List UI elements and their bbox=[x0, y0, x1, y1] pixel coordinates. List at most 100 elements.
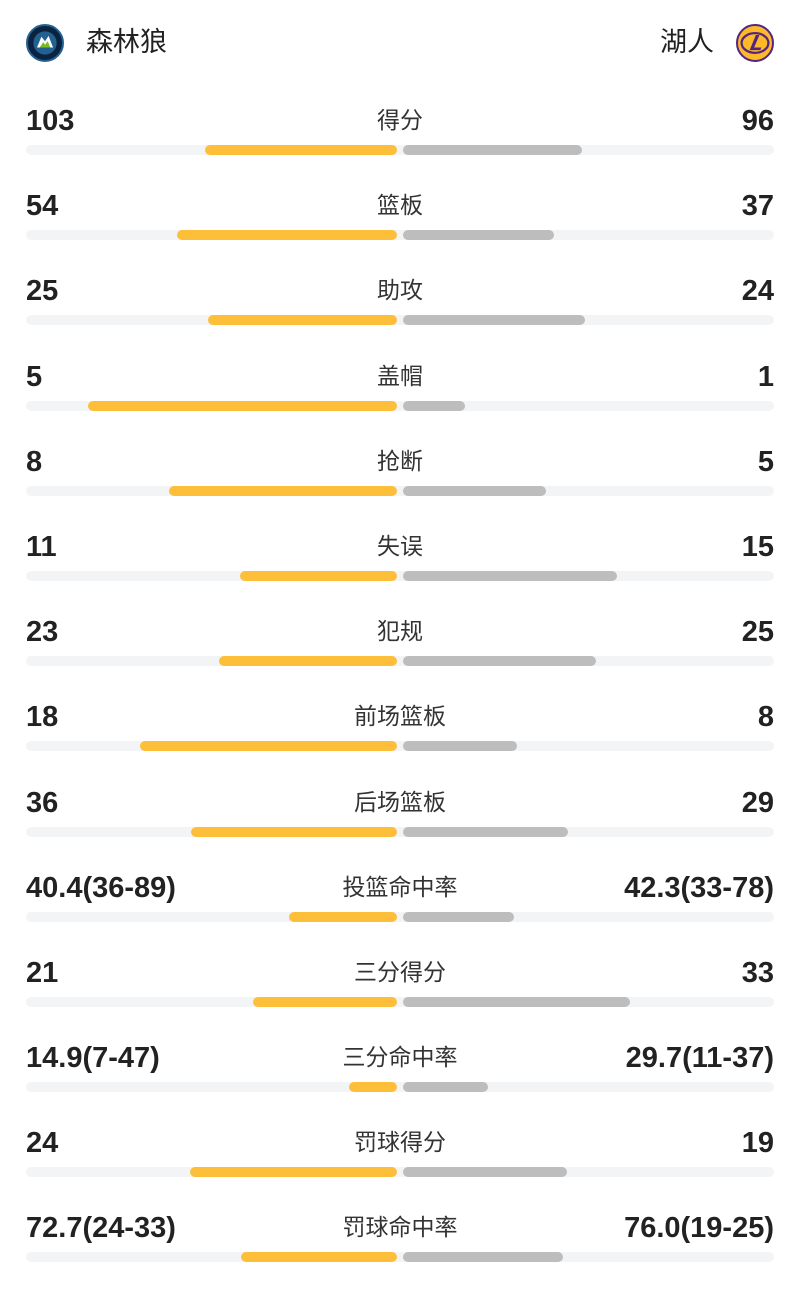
away-stat-bar bbox=[403, 400, 465, 411]
away-stat-value: 19 bbox=[741, 1127, 774, 1160]
stat-row: 36 后场篮板 29 bbox=[0, 782, 800, 867]
stat-row: 5 盖帽 1 bbox=[0, 356, 800, 441]
stat-row: 21 三分得分 33 bbox=[0, 952, 800, 1037]
home-stat-value: 8 bbox=[26, 445, 43, 478]
stat-label: 罚球得分 bbox=[354, 1130, 446, 1157]
away-stat-bar bbox=[403, 826, 568, 837]
stat-bar-track bbox=[26, 230, 774, 241]
home-stat-value: 21 bbox=[26, 956, 59, 989]
stat-label: 三分得分 bbox=[354, 959, 446, 986]
stat-label: 犯规 bbox=[377, 619, 423, 646]
home-stat-value: 25 bbox=[26, 275, 59, 308]
away-stat-bar bbox=[403, 656, 596, 667]
stat-row: 18 前场篮板 8 bbox=[0, 696, 800, 781]
stat-bar-track bbox=[26, 485, 774, 496]
stat-label: 篮板 bbox=[377, 193, 423, 220]
lakers-logo-icon bbox=[736, 24, 774, 62]
stat-bar-track bbox=[26, 741, 774, 752]
home-stat-bar bbox=[289, 911, 397, 922]
home-stat-bar bbox=[219, 656, 397, 667]
stat-bar-track bbox=[26, 826, 774, 837]
stat-bar-track bbox=[26, 570, 774, 581]
away-stat-value: 96 bbox=[741, 105, 774, 137]
away-stat-bar bbox=[403, 145, 582, 155]
away-stat-value: 33 bbox=[741, 956, 774, 989]
home-stat-value: 72.7(24-33) bbox=[26, 1212, 176, 1245]
away-stat-value: 1 bbox=[757, 360, 774, 393]
away-stat-bar bbox=[403, 996, 630, 1007]
timberwolves-logo-icon bbox=[26, 24, 64, 62]
home-stat-value: 24 bbox=[26, 1127, 59, 1160]
stat-row: 40.4(36-89) 投篮命中率 42.3(33-78) bbox=[0, 867, 800, 952]
away-team-name: 湖人 bbox=[660, 27, 714, 58]
stat-bar-track bbox=[26, 911, 774, 922]
stat-label: 投篮命中率 bbox=[342, 874, 458, 901]
home-stat-value: 103 bbox=[26, 105, 75, 137]
away-stat-value: 5 bbox=[757, 445, 774, 478]
stat-label: 抢断 bbox=[377, 448, 423, 475]
home-stat-bar bbox=[349, 1082, 397, 1093]
stat-bar-track bbox=[26, 1252, 774, 1263]
stat-label: 前场篮板 bbox=[354, 704, 446, 731]
stats-comparison-list: 103 得分 96 54 篮板 37 25 助攻 24 5 盖帽 1 8 抢断 5 11 失误 15 23 犯规 25 1… bbox=[0, 100, 800, 1293]
home-stat-bar bbox=[191, 826, 397, 837]
stat-row: 72.7(24-33) 罚球命中率 76.0(19-25) bbox=[0, 1207, 800, 1292]
stat-bar-track bbox=[26, 145, 774, 155]
stat-label: 三分命中率 bbox=[342, 1045, 458, 1072]
home-stat-bar bbox=[140, 741, 397, 752]
home-stat-value: 40.4(36-89) bbox=[26, 871, 176, 904]
stat-row: 11 失误 15 bbox=[0, 526, 800, 611]
home-stat-bar bbox=[240, 570, 397, 581]
home-stat-value: 11 bbox=[26, 530, 57, 563]
away-stat-value: 24 bbox=[741, 275, 774, 308]
stat-bar-track bbox=[26, 400, 774, 411]
home-stat-bar bbox=[190, 1167, 397, 1178]
home-stat-bar bbox=[169, 485, 397, 496]
home-stat-value: 18 bbox=[26, 701, 59, 734]
stat-label: 助攻 bbox=[377, 278, 423, 305]
stat-label: 罚球命中率 bbox=[342, 1215, 458, 1242]
away-stat-bar bbox=[403, 1252, 563, 1263]
home-stat-value: 5 bbox=[26, 360, 43, 393]
stat-row: 14.9(7-47) 三分命中率 29.7(11-37) bbox=[0, 1037, 800, 1122]
away-stat-bar bbox=[403, 315, 585, 326]
away-stat-value: 37 bbox=[741, 190, 774, 223]
home-stat-value: 23 bbox=[26, 616, 59, 649]
home-stat-bar bbox=[177, 230, 397, 241]
home-stat-bar bbox=[253, 996, 397, 1007]
away-stat-value: 25 bbox=[741, 616, 774, 649]
stat-bar-track bbox=[26, 315, 774, 326]
home-stat-value: 14.9(7-47) bbox=[26, 1042, 160, 1075]
stat-row: 23 犯规 25 bbox=[0, 611, 800, 696]
stat-row: 8 抢断 5 bbox=[0, 441, 800, 526]
stat-row: 25 助攻 24 bbox=[0, 270, 800, 355]
away-stat-bar bbox=[403, 741, 517, 752]
home-stat-bar bbox=[241, 1252, 397, 1263]
away-stat-value: 29 bbox=[741, 786, 774, 819]
away-stat-value: 76.0(19-25) bbox=[624, 1212, 774, 1245]
stat-label: 后场篮板 bbox=[354, 789, 446, 816]
home-stat-value: 36 bbox=[26, 786, 59, 819]
home-stat-bar bbox=[205, 145, 397, 155]
stat-row: 24 罚球得分 19 bbox=[0, 1122, 800, 1207]
stat-row: 54 篮板 37 bbox=[0, 185, 800, 270]
home-team-name: 森林狼 bbox=[86, 27, 167, 58]
away-stat-value: 42.3(33-78) bbox=[624, 871, 774, 904]
stat-bar-track bbox=[26, 1167, 774, 1178]
away-stat-bar bbox=[403, 485, 546, 496]
stat-row: 103 得分 96 bbox=[0, 100, 800, 185]
away-stat-value: 8 bbox=[757, 701, 774, 734]
away-stat-bar bbox=[403, 1082, 488, 1093]
stat-label: 失误 bbox=[377, 533, 423, 560]
away-stat-bar bbox=[403, 230, 554, 241]
away-stat-value: 29.7(11-37) bbox=[625, 1042, 774, 1075]
away-stat-value: 15 bbox=[741, 530, 774, 563]
away-stat-bar bbox=[403, 1167, 567, 1178]
away-stat-bar bbox=[403, 570, 617, 581]
home-stat-value: 54 bbox=[26, 190, 59, 223]
away-stat-bar bbox=[403, 911, 514, 922]
home-stat-bar bbox=[88, 400, 397, 411]
stat-bar-track bbox=[26, 996, 774, 1007]
home-stat-bar bbox=[208, 315, 397, 326]
stat-bar-track bbox=[26, 656, 774, 667]
